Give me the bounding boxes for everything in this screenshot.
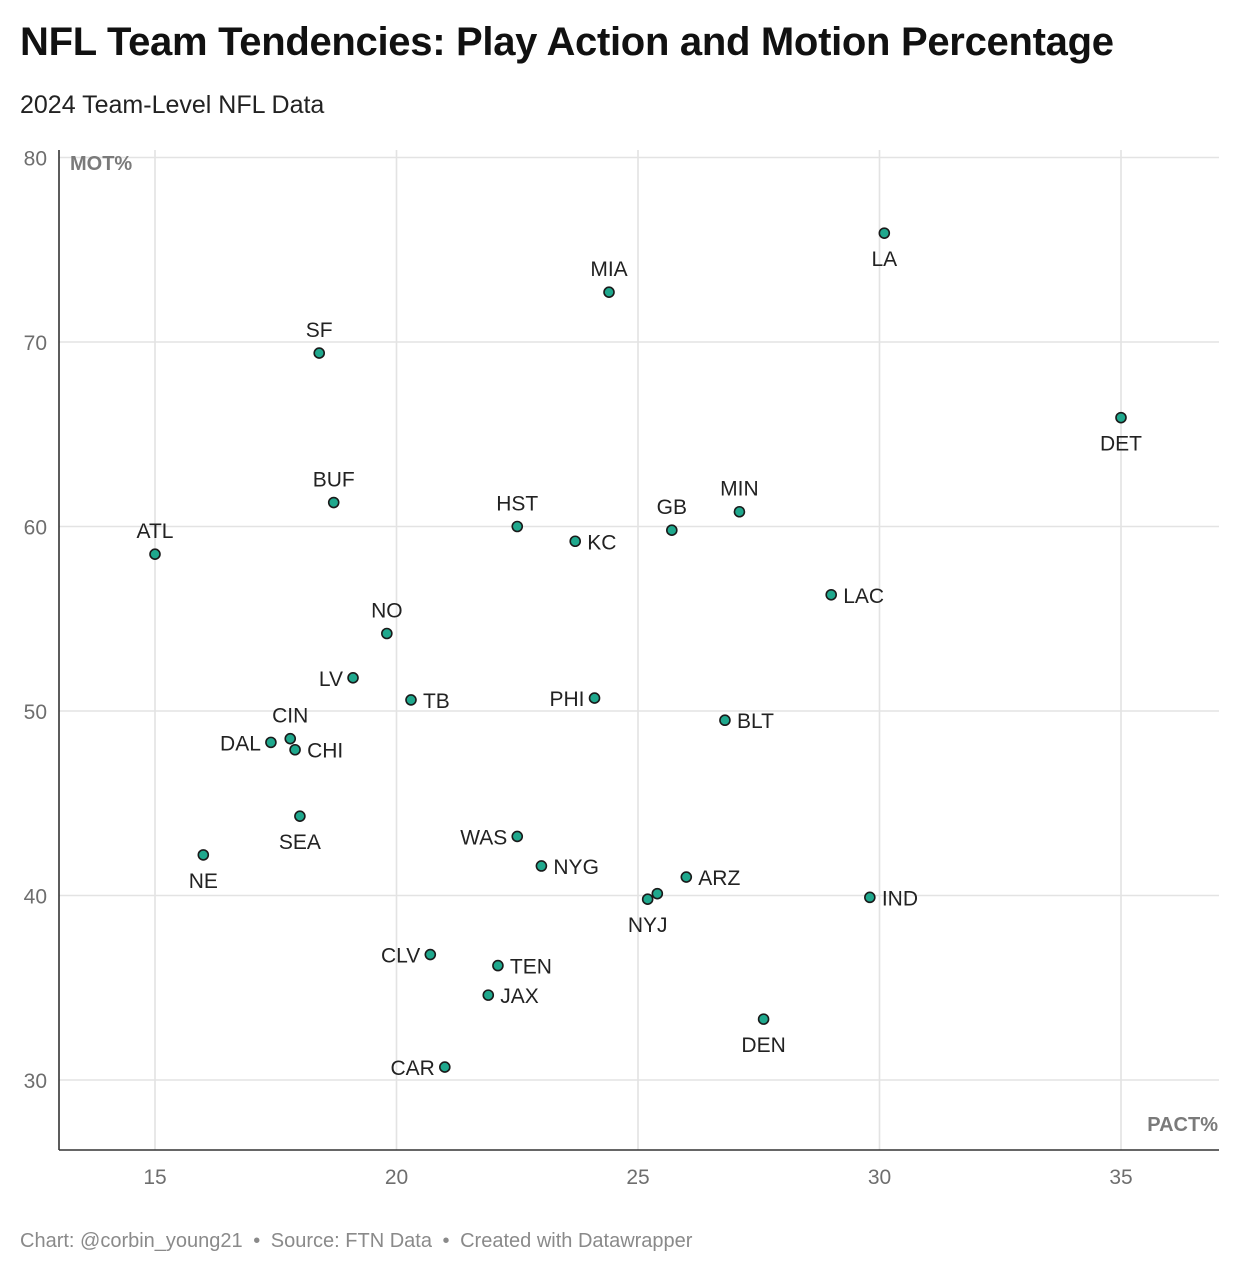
- point-label: MIN: [720, 478, 759, 501]
- point-label: LAC: [843, 585, 884, 608]
- point-label: SF: [306, 319, 333, 342]
- data-point: [511, 830, 524, 843]
- point-label: DAL: [220, 732, 261, 755]
- data-point: [265, 736, 277, 749]
- data-point: [294, 810, 306, 822]
- point-label: DEN: [741, 1034, 785, 1057]
- data-point: [603, 286, 615, 298]
- y-axis-label: MOT%: [70, 153, 132, 175]
- point-label: NO: [371, 600, 403, 623]
- y-tick-label: 40: [24, 886, 47, 909]
- point-label: KC: [587, 531, 616, 554]
- grid-lines: [59, 150, 1219, 1150]
- point-label: DET: [1100, 433, 1142, 456]
- data-point: [438, 1061, 451, 1073]
- point-label: BLT: [737, 710, 774, 733]
- data-point: [641, 893, 654, 905]
- y-tick-label: 70: [24, 332, 47, 355]
- data-point: [289, 743, 301, 756]
- point-label: LV: [319, 668, 343, 691]
- data-point: [719, 714, 731, 727]
- point-label: PHI: [550, 688, 585, 711]
- axes: [58, 150, 1219, 1151]
- point-label: CLV: [381, 945, 420, 968]
- separator: •: [253, 1230, 261, 1252]
- data-points: [149, 227, 1127, 1073]
- data-point: [405, 694, 417, 706]
- x-tick-label: 20: [385, 1166, 408, 1189]
- point-label: NE: [189, 870, 218, 893]
- y-tick-label: 80: [24, 148, 47, 171]
- point-label: NYJ: [628, 914, 668, 937]
- tool-text: Created with Datawrapper: [460, 1230, 693, 1252]
- data-point: [327, 496, 340, 509]
- point-label: ARZ: [698, 867, 740, 890]
- data-point: [347, 671, 359, 684]
- point-label: CIN: [272, 705, 308, 728]
- data-point: [424, 948, 437, 961]
- source-text: Source: FTN Data: [270, 1230, 432, 1252]
- x-tick-label: 25: [626, 1166, 649, 1189]
- y-tick-label: 50: [24, 701, 47, 724]
- point-label: LA: [871, 248, 897, 271]
- data-point: [588, 692, 601, 704]
- data-point: [1115, 411, 1127, 424]
- data-point: [569, 535, 582, 548]
- credit-text: Chart: @corbin_young21: [20, 1230, 243, 1252]
- data-point: [197, 849, 210, 861]
- point-label: ATL: [137, 520, 174, 543]
- point-labels: LA MIA SF DET BUF MIN HST GB KC ATL LAC NO LV PHI TB BL…: [137, 248, 1143, 1080]
- x-tick-label: 30: [868, 1166, 891, 1189]
- data-point: [492, 959, 504, 972]
- point-label: TB: [423, 690, 450, 713]
- x-axis-label: PACT%: [1147, 1114, 1218, 1136]
- point-label: SEA: [279, 831, 321, 854]
- chart-subtitle: 2024 Team-Level NFL Data: [20, 91, 325, 119]
- point-label: JAX: [500, 985, 539, 1008]
- data-point: [825, 588, 838, 601]
- point-label: IND: [882, 887, 918, 910]
- point-label: MIA: [590, 258, 627, 281]
- tick-labels: 15 20 25 30 35 30 40 50 60 70 80: [24, 148, 1133, 1190]
- data-point: [313, 347, 326, 359]
- data-point: [680, 871, 693, 883]
- point-label: TEN: [510, 956, 552, 979]
- point-label: GB: [657, 496, 687, 519]
- chart-title: NFL Team Tendencies: Play Action and Mot…: [20, 20, 1114, 64]
- point-label: WAS: [460, 826, 507, 849]
- data-point: [733, 505, 746, 518]
- data-point: [651, 887, 664, 900]
- separator: •: [442, 1230, 450, 1252]
- point-label: CHI: [307, 740, 343, 763]
- chart-footer: Chart: @corbin_young21 • Source: FTN Dat…: [20, 1230, 692, 1253]
- point-label: BUF: [313, 469, 355, 492]
- point-label: CAR: [390, 1057, 434, 1080]
- data-point: [864, 891, 876, 904]
- data-point: [535, 860, 548, 872]
- data-point: [284, 732, 297, 745]
- scatter-plot: 15 20 25 30 35 30 40 50 60 70 80 MOT% PACT% LA MIA S…: [24, 148, 1219, 1190]
- data-point: [878, 227, 891, 239]
- y-tick-label: 30: [24, 1070, 47, 1093]
- data-point: [666, 524, 678, 536]
- y-tick-label: 60: [24, 517, 47, 540]
- x-tick-label: 15: [143, 1166, 166, 1189]
- data-point: [757, 1013, 770, 1025]
- point-label: NYG: [553, 856, 599, 879]
- data-point: [511, 520, 524, 533]
- data-point: [482, 989, 495, 1001]
- data-point: [381, 627, 393, 640]
- point-label: HST: [496, 493, 538, 516]
- x-tick-label: 35: [1109, 1166, 1132, 1189]
- data-point: [149, 548, 161, 560]
